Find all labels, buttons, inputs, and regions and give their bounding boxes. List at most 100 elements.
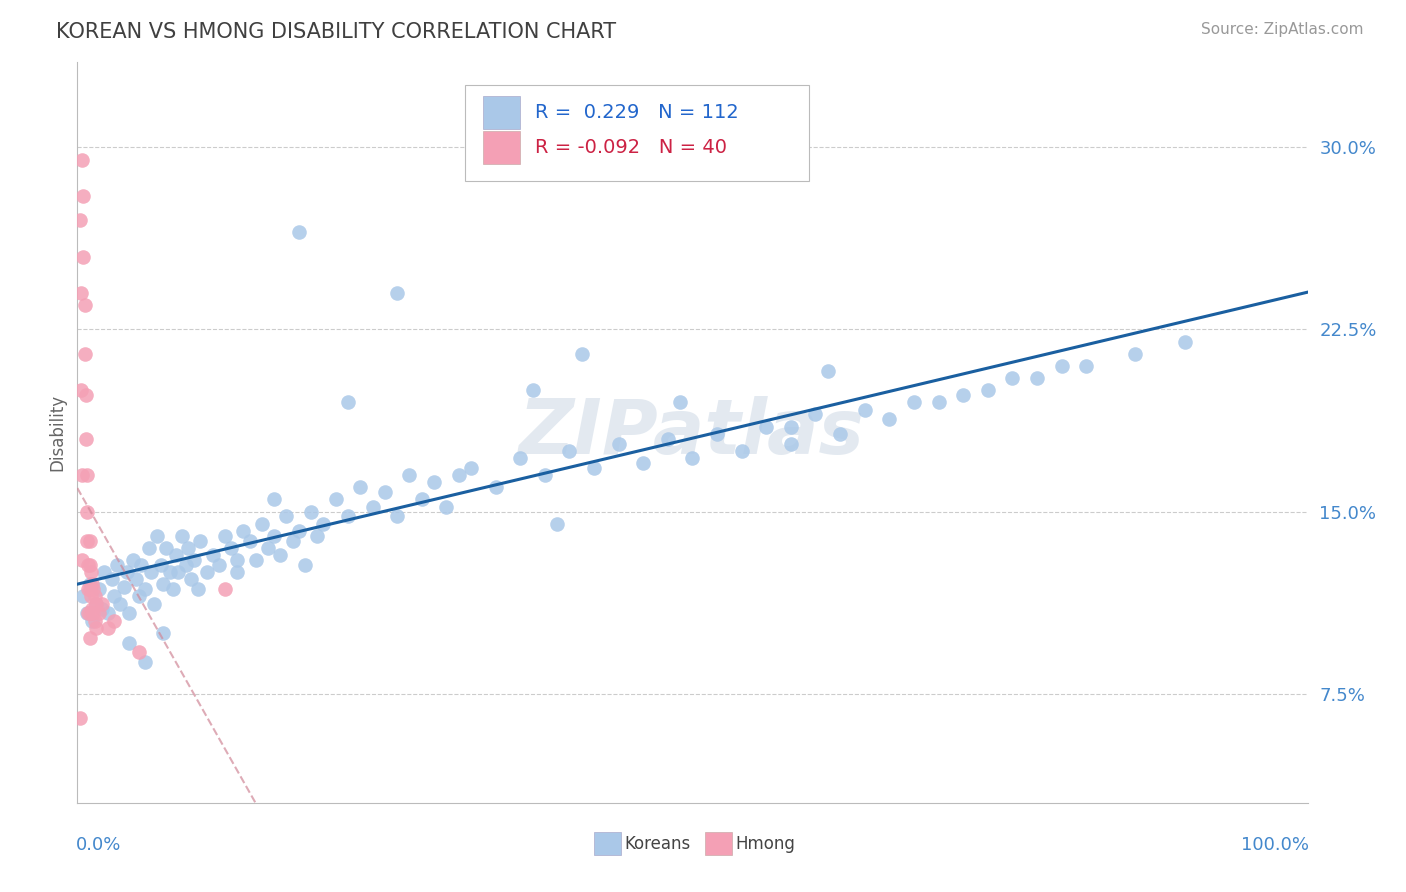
Point [76, 607, 98, 621]
Point [162, 582, 184, 597]
Point [134, 582, 156, 597]
Text: ZIPatlas: ZIPatlas [519, 396, 866, 469]
Point [79, 607, 101, 621]
Bar [595, 831, 621, 855]
Point [90, 601, 114, 615]
Point [337, 395, 360, 409]
Point [70, 553, 93, 567]
Point [79, 582, 101, 597]
Point [115, 565, 138, 579]
Point [101, 573, 124, 587]
Point [125, 573, 148, 587]
FancyBboxPatch shape [465, 85, 810, 181]
Point [281, 533, 304, 548]
Point [159, 565, 181, 579]
Point [138, 541, 160, 555]
Point [1174, 334, 1197, 349]
Point [188, 533, 212, 548]
Point [79, 558, 101, 572]
Point [903, 395, 925, 409]
Point [70, 468, 93, 483]
Point [879, 412, 901, 426]
Point [76, 533, 98, 548]
Bar [484, 96, 520, 129]
Point [79, 577, 101, 591]
Point [118, 607, 141, 621]
Point [325, 492, 347, 507]
Point [232, 524, 254, 538]
Point [804, 408, 827, 422]
Point [657, 432, 679, 446]
Point [214, 529, 236, 543]
Point [1076, 359, 1098, 373]
Point [83, 614, 105, 628]
Point [257, 541, 280, 555]
Text: KOREAN VS HMONG DISABILITY CORRELATION CHART: KOREAN VS HMONG DISABILITY CORRELATION C… [56, 22, 616, 42]
Point [82, 614, 104, 628]
Point [70, 153, 93, 167]
Point [398, 468, 420, 483]
Point [75, 432, 97, 446]
Point [118, 635, 141, 649]
Point [245, 553, 267, 567]
Point [129, 558, 153, 572]
Point [77, 607, 100, 621]
Point [337, 509, 360, 524]
Point [121, 553, 143, 567]
Point [105, 558, 128, 572]
Point [1026, 371, 1049, 385]
Point [307, 529, 329, 543]
Point [103, 614, 125, 628]
Point [349, 480, 371, 494]
Point [583, 460, 606, 475]
Bar [484, 131, 520, 164]
Point [633, 456, 655, 470]
Point [93, 565, 115, 579]
Point [150, 558, 173, 572]
Point [76, 504, 98, 518]
Point [1050, 359, 1073, 373]
Point [195, 565, 218, 579]
Point [294, 558, 316, 572]
Point [239, 533, 262, 548]
Point [312, 516, 335, 531]
Point [250, 516, 273, 531]
Point [436, 500, 458, 514]
Bar [704, 831, 733, 855]
Point [82, 601, 104, 615]
Point [546, 516, 568, 531]
Point [79, 533, 101, 548]
Point [509, 451, 531, 466]
Point [460, 460, 482, 475]
Point [928, 395, 950, 409]
Point [447, 468, 470, 483]
Point [90, 597, 114, 611]
Point [755, 419, 778, 434]
Point [128, 645, 150, 659]
Point [73, 347, 96, 361]
Point [89, 582, 111, 597]
Point [180, 573, 202, 587]
Point [128, 590, 150, 604]
Point [76, 468, 98, 483]
Point [167, 565, 190, 579]
Point [141, 565, 163, 579]
Point [134, 655, 156, 669]
Point [97, 621, 120, 635]
Y-axis label: Disability: Disability [48, 394, 66, 471]
Point [1001, 371, 1024, 385]
Point [385, 286, 409, 301]
Point [817, 364, 839, 378]
Point [219, 541, 242, 555]
Point [853, 402, 876, 417]
Point [152, 577, 174, 591]
Point [80, 565, 103, 579]
Text: R =  0.229   N = 112: R = 0.229 N = 112 [536, 103, 738, 122]
Point [69, 213, 91, 227]
Point [79, 631, 101, 645]
Point [411, 492, 433, 507]
Text: Source: ZipAtlas.com: Source: ZipAtlas.com [1201, 22, 1364, 37]
Point [669, 395, 692, 409]
Point [263, 492, 285, 507]
Point [152, 626, 174, 640]
